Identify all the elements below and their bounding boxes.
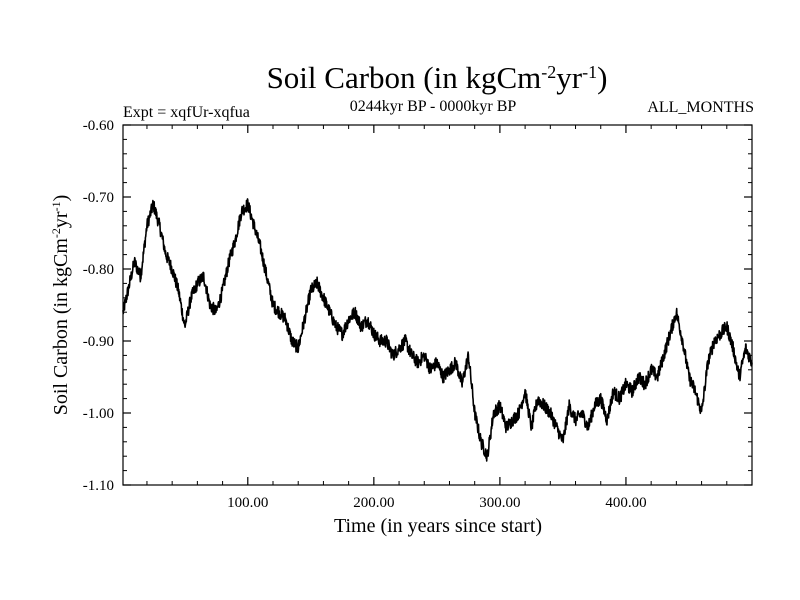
chart-title: Soil Carbon (in kgCm-2yr-1) [267,60,608,95]
y-tick-label: -0.90 [83,334,114,350]
y-tick-label: -0.70 [83,190,114,206]
soil-carbon-series-line [122,198,753,462]
y-tick-label: -0.80 [83,262,114,278]
y-tick-label: -0.60 [83,118,114,134]
y-tick-label: -1.10 [83,478,114,494]
x-tick-label: 200.00 [353,495,394,511]
x-tick-label: 100.00 [227,495,268,511]
experiment-label: Expt = xqfUr-xqfua [123,104,250,121]
y-axis-label: Soil Carbon (in kgCm-2yr-1) [49,195,72,416]
series-group [122,198,753,462]
x-axis-ticks: 100.00 200.00 300.00 400.00 [146,125,728,511]
x-tick-label: 400.00 [605,495,646,511]
y-tick-label: -1.00 [83,406,114,422]
x-axis-label: Time (in years since start) [334,515,542,537]
y-axis-ticks: -0.60 -0.70 -0.80 -0.90 -1.00 -1.10 [83,118,752,494]
months-label: ALL_MONTHS [647,99,754,116]
time-range-label: 0244kyr BP - 0000kyr BP [350,98,517,115]
x-tick-label: 300.00 [479,495,520,511]
